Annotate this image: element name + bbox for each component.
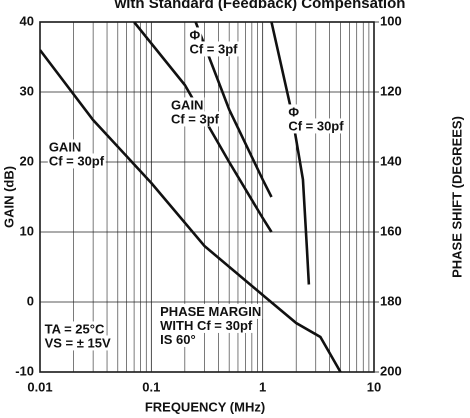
line-series: GAIN Cf = 30pf bbox=[40, 49, 342, 372]
annotation: IS 60° bbox=[160, 332, 196, 347]
y2-tick-label: 180 bbox=[380, 293, 402, 308]
chart-title: with Standard (Feedback) Compensation bbox=[114, 0, 406, 12]
y2-tick-label: 100 bbox=[380, 13, 402, 28]
annotation: Cf = 30pf bbox=[288, 118, 344, 133]
annotation-bg bbox=[159, 303, 263, 319]
y2-tick-label: 200 bbox=[380, 363, 402, 378]
y-axis-label: GAIN (dB) bbox=[1, 166, 16, 228]
annotation-bg bbox=[43, 335, 112, 351]
annotation-bg bbox=[287, 104, 301, 120]
y-tick-label: 0 bbox=[27, 293, 34, 308]
annotation: TA = 25°C bbox=[45, 321, 105, 336]
x-axis-label: FREQUENCY (MHz) bbox=[145, 399, 265, 414]
annotation-bg bbox=[47, 153, 106, 169]
y2-tick-label: 120 bbox=[380, 83, 402, 98]
y-tick-label: 10 bbox=[20, 223, 34, 238]
annotation: Φ bbox=[189, 27, 200, 42]
annotation-bg bbox=[47, 139, 83, 155]
annotation-bg bbox=[188, 41, 240, 57]
x-tick-label: 0.1 bbox=[142, 379, 160, 394]
x-tick-label: 1 bbox=[259, 379, 266, 394]
y2-tick-label: 140 bbox=[380, 153, 402, 168]
x-tick-label: 0.01 bbox=[27, 379, 52, 394]
y2-tick-label: 160 bbox=[380, 223, 402, 238]
line-series: Φ Cf = 3pf bbox=[194, 22, 273, 198]
annotation: GAIN bbox=[171, 97, 204, 112]
line-series: GAIN Cf = 3pf bbox=[133, 22, 273, 233]
annotation-bg bbox=[43, 321, 106, 337]
annotation-bg bbox=[169, 97, 205, 113]
annotation: WITH Cf = 30pf bbox=[160, 318, 253, 333]
line-series: Φ Cf = 30pf bbox=[270, 22, 311, 285]
annotation: Cf = 3pf bbox=[189, 41, 238, 56]
annotation-bg bbox=[169, 111, 221, 127]
x-tick-label: 10 bbox=[367, 379, 381, 394]
y2-axis-label: PHASE SHIFT (DEGREES) bbox=[449, 116, 464, 278]
annotation: Cf = 30pf bbox=[49, 153, 105, 168]
annotation: PHASE MARGIN bbox=[160, 304, 261, 319]
annotation-bg bbox=[188, 27, 202, 43]
annotation: GAIN bbox=[49, 139, 82, 154]
annotation-bg bbox=[287, 118, 346, 134]
y-tick-label: 20 bbox=[20, 153, 34, 168]
annotation-bg bbox=[159, 331, 197, 347]
annotation: Cf = 3pf bbox=[171, 111, 220, 126]
y-tick-label: -10 bbox=[15, 363, 34, 378]
annotation: VS = ± 15V bbox=[45, 335, 111, 350]
annotation-bg bbox=[159, 317, 254, 333]
annotation: Φ bbox=[288, 104, 299, 119]
y-tick-label: 40 bbox=[20, 13, 34, 28]
y-tick-label: 30 bbox=[20, 83, 34, 98]
